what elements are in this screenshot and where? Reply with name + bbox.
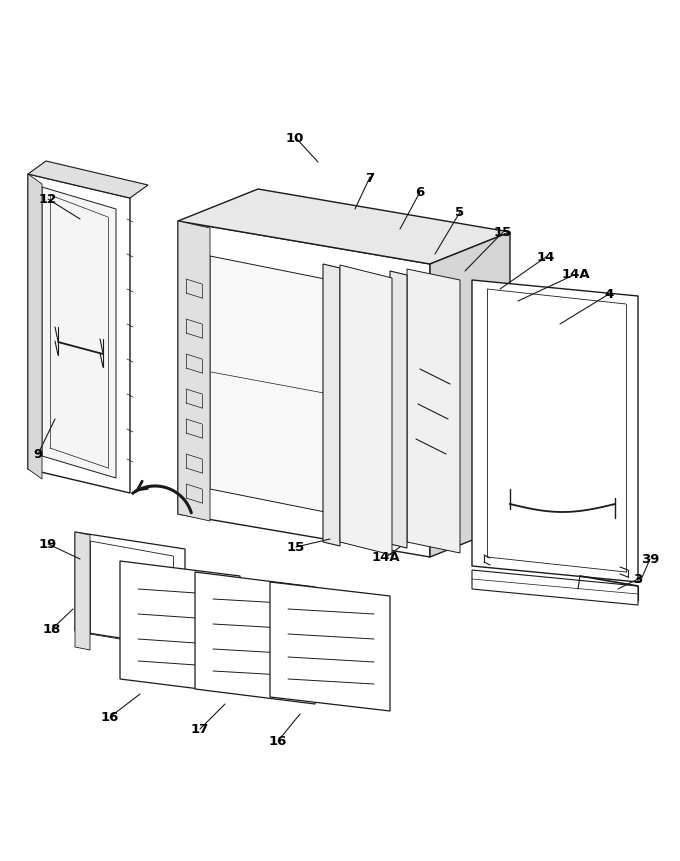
Polygon shape <box>340 266 392 555</box>
Polygon shape <box>270 582 390 711</box>
Text: 14A: 14A <box>562 268 590 282</box>
Text: 14: 14 <box>537 251 555 264</box>
Polygon shape <box>430 232 510 557</box>
Text: 18: 18 <box>43 623 61 635</box>
Text: 4: 4 <box>605 288 613 301</box>
Polygon shape <box>407 269 460 554</box>
Text: 3: 3 <box>633 573 643 585</box>
Polygon shape <box>178 222 430 557</box>
Text: 16: 16 <box>101 710 119 723</box>
Text: 12: 12 <box>39 193 57 207</box>
Polygon shape <box>75 532 185 648</box>
Text: 15: 15 <box>287 541 305 554</box>
Text: 10: 10 <box>286 132 304 145</box>
Polygon shape <box>323 264 340 547</box>
Polygon shape <box>195 573 315 704</box>
Polygon shape <box>75 532 90 650</box>
Polygon shape <box>210 257 400 528</box>
Text: 15: 15 <box>494 226 512 239</box>
Polygon shape <box>28 175 42 480</box>
Polygon shape <box>42 188 116 479</box>
Text: 7: 7 <box>365 171 375 184</box>
Polygon shape <box>28 175 130 493</box>
Polygon shape <box>472 570 638 605</box>
Polygon shape <box>390 272 407 548</box>
Polygon shape <box>178 189 510 264</box>
Text: 9: 9 <box>33 448 43 461</box>
Polygon shape <box>472 281 638 582</box>
Text: 16: 16 <box>269 734 287 747</box>
Text: 6: 6 <box>415 186 424 199</box>
Polygon shape <box>28 162 148 199</box>
Polygon shape <box>178 222 210 522</box>
Text: 19: 19 <box>39 538 57 551</box>
Text: 17: 17 <box>191 722 209 735</box>
Text: 14A: 14A <box>372 551 401 564</box>
Polygon shape <box>120 561 240 694</box>
Text: 5: 5 <box>456 207 464 220</box>
Text: 39: 39 <box>641 553 659 566</box>
